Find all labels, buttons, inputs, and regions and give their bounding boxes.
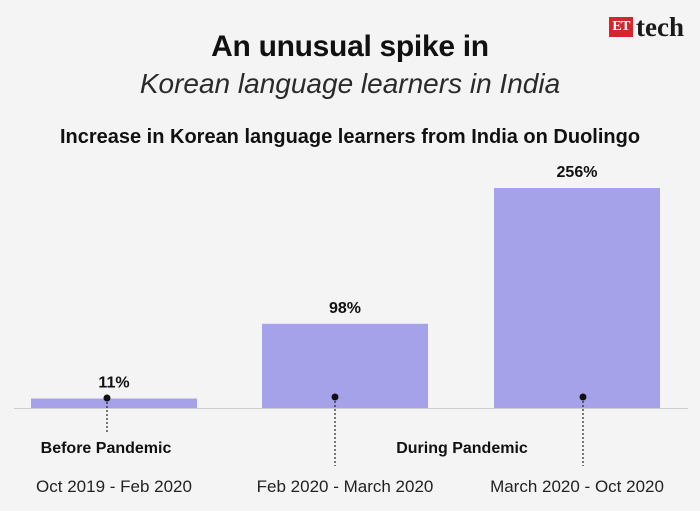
tech-logo-word: tech — [636, 12, 684, 42]
bar — [262, 323, 428, 408]
category-label: Oct 2019 - Feb 2020 — [36, 477, 192, 496]
marker-dot — [579, 393, 587, 401]
bar — [494, 188, 660, 408]
marker-dot — [331, 393, 339, 401]
et-tech-logo: ET tech — [609, 12, 684, 42]
data-label: 256% — [557, 164, 598, 181]
data-label: 11% — [98, 375, 129, 392]
page-subtitle: Korean language learners in India — [139, 68, 561, 99]
et-logo-badge: ET — [609, 17, 634, 37]
group-label: Before Pandemic — [41, 440, 172, 457]
category-label: Feb 2020 - March 2020 — [257, 477, 434, 496]
group-label: During Pandemic — [396, 440, 528, 457]
category-label: March 2020 - Oct 2020 — [490, 477, 664, 496]
chart-title: Increase in Korean language learners fro… — [59, 126, 641, 148]
bar — [31, 398, 197, 408]
marker-dot — [103, 394, 111, 402]
data-label: 98% — [329, 300, 361, 317]
page-title: An unusual spike in — [211, 30, 489, 63]
